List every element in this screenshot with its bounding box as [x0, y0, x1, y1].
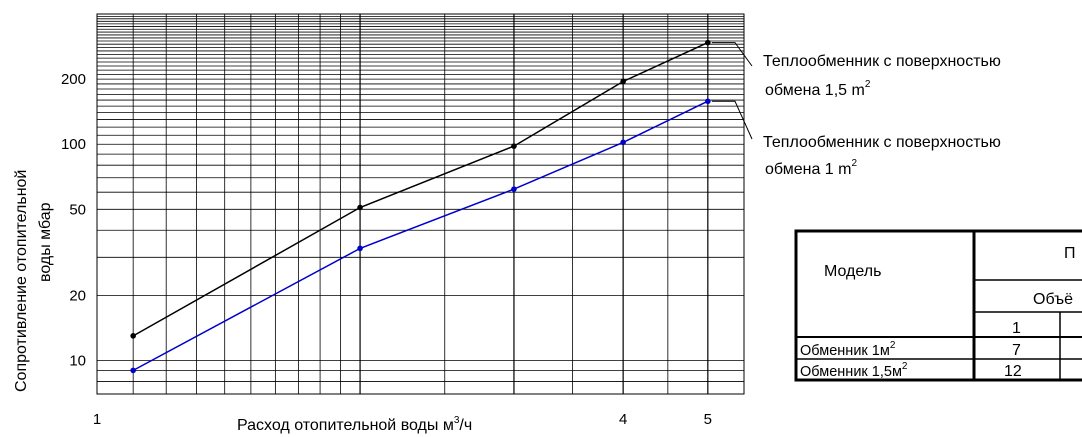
tick-labels: 1 4 5 10 20 50 100 200: [61, 71, 712, 428]
series-line-1: [132, 41, 709, 337]
data-point-series-2: [511, 186, 517, 192]
annotation-leader-series-2: [711, 100, 753, 140]
annotation-leader-series-1: [711, 42, 753, 67]
table-row-1-label-main: Обменник 1м: [800, 343, 890, 359]
data-point-series-1: [357, 204, 363, 211]
y-tick-label: 200: [61, 71, 86, 88]
table-header-sub: Объё: [1033, 291, 1073, 308]
x-axis-title-main: Расход отопительной воды м: [237, 417, 454, 434]
table-row-2-label: Обменник 1,5м2: [800, 361, 908, 380]
annotation-series-2-line2-main: обмена 1 m: [765, 161, 851, 178]
plot-frame: [96, 13, 745, 395]
table-row-2-label-main: Обменник 1,5м: [800, 364, 902, 380]
y-tick-label: 50: [69, 201, 86, 218]
annotation-series-1-line1: Теплообменник с поверхностью: [763, 53, 1001, 70]
model-table: Модель П Объё 1 Обменник 1м2 7 Обменник …: [794, 229, 1082, 382]
series-layer: [130, 39, 711, 374]
annotation-leaders: [711, 42, 753, 140]
x-axis-title-sup: 3: [454, 415, 460, 426]
table-frame: [794, 229, 1082, 382]
x-axis-title-tail: /ч: [459, 417, 472, 434]
y-tick-label: 10: [69, 352, 86, 369]
data-point-series-1: [511, 143, 517, 149]
annotation-series-2-line1: Теплообменник с поверхностью: [763, 134, 1001, 151]
x-axis-title: Расход отопительной воды м3/ч: [237, 415, 472, 434]
y-axis-title-line2: воды мбар: [37, 202, 54, 282]
y-axis-title-line1: Сопротивление отопительной: [13, 170, 30, 392]
y-tick-label: 20: [69, 287, 86, 304]
data-point-series-1: [130, 333, 136, 339]
x-tick-label: 1: [93, 411, 101, 428]
data-point-series-1: [705, 39, 711, 46]
table-col-one: 1: [1012, 320, 1021, 337]
table-row-1-value: 7: [1012, 342, 1021, 359]
table-header-model: Модель: [824, 263, 881, 280]
data-point-series-2: [705, 98, 711, 105]
annotation-series-2-line2-sup: 2: [851, 158, 857, 169]
annotation-series-1-line2-sup: 2: [865, 79, 871, 90]
chart-grid: [97, 14, 744, 394]
data-point-series-1: [620, 78, 626, 85]
table-row-1-label-sup: 2: [890, 340, 896, 351]
table-row-2-value: 12: [1004, 363, 1022, 380]
table-header-top: П: [1064, 245, 1076, 262]
x-tick-label: 4: [619, 411, 627, 428]
data-point-series-2: [130, 367, 136, 374]
annotation-series-2-line2: обмена 1 m2: [765, 158, 857, 178]
annotation-series-1-line2-main: обмена 1,5 m: [765, 82, 865, 99]
x-tick-label: 5: [704, 411, 712, 428]
table-row-1-label: Обменник 1м2: [800, 340, 896, 359]
data-point-series-2: [620, 139, 626, 146]
y-tick-label: 100: [61, 136, 86, 153]
annotation-series-1-line2: обмена 1,5 m2: [765, 79, 871, 99]
data-point-series-2: [357, 245, 363, 252]
table-row-2-label-sup: 2: [902, 361, 908, 372]
